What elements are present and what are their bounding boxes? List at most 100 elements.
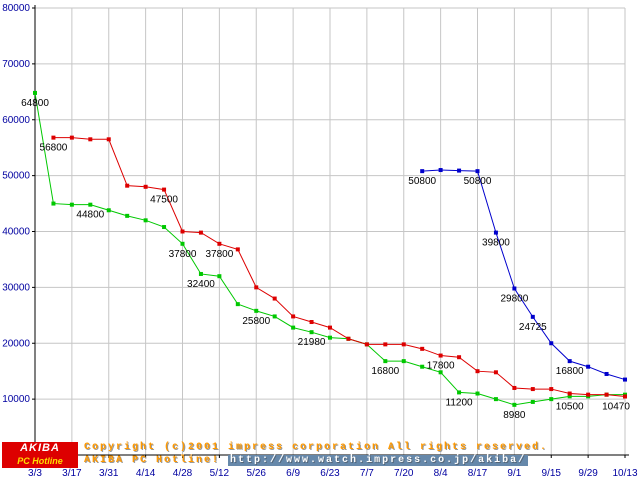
- data-point-marker: [530, 399, 535, 404]
- data-point-marker: [567, 394, 572, 399]
- data-point-label: 16800: [556, 366, 584, 377]
- data-point-marker: [106, 208, 111, 213]
- data-point-marker: [162, 225, 167, 230]
- y-tick-label: 70000: [2, 59, 30, 70]
- data-point-marker: [291, 314, 296, 319]
- red-price-line: [53, 137, 626, 397]
- data-point-label: 11200: [446, 397, 474, 408]
- watermark-footer: AKIBA PC Hotline Copyright (c)2001 impre…: [0, 441, 640, 471]
- data-point-marker: [604, 371, 609, 376]
- data-point-marker: [420, 169, 425, 174]
- data-point-marker: [309, 330, 314, 335]
- data-point-marker: [567, 391, 572, 396]
- data-point-label: 37800: [205, 249, 233, 260]
- x-tick-label: 6/23: [320, 468, 340, 479]
- data-point-marker: [254, 285, 259, 290]
- x-tick-label: 7/7: [360, 468, 374, 479]
- data-point-label: 29800: [500, 293, 528, 304]
- x-tick-label: 3/31: [99, 468, 119, 479]
- data-point-marker: [162, 187, 167, 192]
- data-point-label: 10500: [556, 401, 584, 412]
- data-point-marker: [254, 308, 259, 313]
- data-point-marker: [143, 184, 148, 189]
- data-point-label: 16800: [371, 366, 399, 377]
- x-tick-label: 8/17: [468, 468, 488, 479]
- data-point-label: 10470: [602, 401, 630, 412]
- data-point-label: 56800: [40, 143, 68, 154]
- data-point-marker: [493, 370, 498, 375]
- data-point-marker: [309, 320, 314, 325]
- data-point-marker: [493, 230, 498, 235]
- x-tick-label: 8/4: [434, 468, 448, 479]
- data-point-marker: [457, 168, 462, 173]
- data-point-label: 24725: [519, 322, 547, 333]
- data-point-marker: [475, 391, 480, 396]
- data-point-label: 37800: [169, 249, 197, 260]
- data-point-marker: [457, 355, 462, 360]
- data-point-marker: [125, 213, 130, 218]
- x-tick-label: 5/26: [247, 468, 267, 479]
- data-point-marker: [586, 392, 591, 397]
- x-tick-label: 7/20: [394, 468, 414, 479]
- data-point-marker: [475, 369, 480, 374]
- data-point-marker: [401, 342, 406, 347]
- data-point-marker: [328, 335, 332, 340]
- y-tick-label: 30000: [2, 282, 30, 293]
- data-point-marker: [438, 168, 443, 173]
- data-point-marker: [383, 342, 388, 347]
- data-point-marker: [291, 325, 296, 330]
- site-credit-line: AKIBA PC Hotline! http://www.watch.impre…: [84, 455, 529, 466]
- site-url-text: http://www.watch.impress.co.jp/akiba/: [228, 455, 529, 466]
- data-point-marker: [33, 90, 37, 95]
- data-point-marker: [420, 346, 425, 351]
- data-point-label: 44800: [76, 210, 104, 221]
- site-name-text: AKIBA PC Hotline!: [84, 455, 221, 466]
- data-point-label: 39800: [482, 238, 510, 249]
- data-point-marker: [604, 392, 609, 397]
- data-point-marker: [364, 342, 369, 347]
- akiba-logo: AKIBA PC Hotline: [2, 442, 78, 468]
- data-point-marker: [217, 274, 222, 279]
- y-tick-label: 10000: [2, 394, 30, 405]
- x-tick-label: 6/9: [286, 468, 300, 479]
- data-point-marker: [180, 241, 185, 246]
- data-point-marker: [586, 364, 591, 369]
- x-tick-label: 9/29: [578, 468, 598, 479]
- data-point-marker: [88, 137, 93, 142]
- x-tick-label: 9/1: [507, 468, 521, 479]
- data-point-marker: [438, 370, 443, 375]
- data-point-label: 17800: [427, 361, 455, 372]
- data-point-marker: [272, 296, 277, 301]
- data-point-marker: [512, 385, 517, 390]
- data-point-marker: [475, 169, 480, 174]
- x-tick-label: 3/3: [28, 468, 42, 479]
- data-point-label: 21980: [298, 337, 326, 348]
- data-point-marker: [530, 387, 535, 392]
- data-point-label: 8980: [503, 410, 526, 421]
- data-point-marker: [106, 137, 111, 142]
- data-point-marker: [198, 271, 203, 276]
- data-point-marker: [198, 230, 203, 235]
- data-point-marker: [328, 325, 332, 330]
- data-point-label: 64800: [21, 98, 49, 109]
- data-point-marker: [457, 390, 462, 395]
- data-point-marker: [383, 359, 388, 364]
- data-point-marker: [235, 247, 240, 252]
- data-point-label: 25800: [242, 316, 270, 327]
- data-point-marker: [549, 387, 554, 392]
- x-tick-label: 10/13: [612, 468, 637, 479]
- data-point-marker: [420, 364, 425, 369]
- y-tick-label: 60000: [2, 115, 30, 126]
- copyright-text: Copyright (c)2001 impress corporation Al…: [84, 442, 549, 453]
- x-tick-label: 4/28: [173, 468, 193, 479]
- y-tick-label: 20000: [2, 338, 30, 349]
- data-point-marker: [51, 135, 56, 140]
- data-point-label: 50800: [408, 176, 436, 187]
- blue-price-line: [422, 169, 626, 381]
- data-point-marker: [125, 183, 130, 188]
- data-point-marker: [549, 341, 554, 346]
- x-tick-label: 4/14: [136, 468, 156, 479]
- data-point-marker: [493, 397, 498, 402]
